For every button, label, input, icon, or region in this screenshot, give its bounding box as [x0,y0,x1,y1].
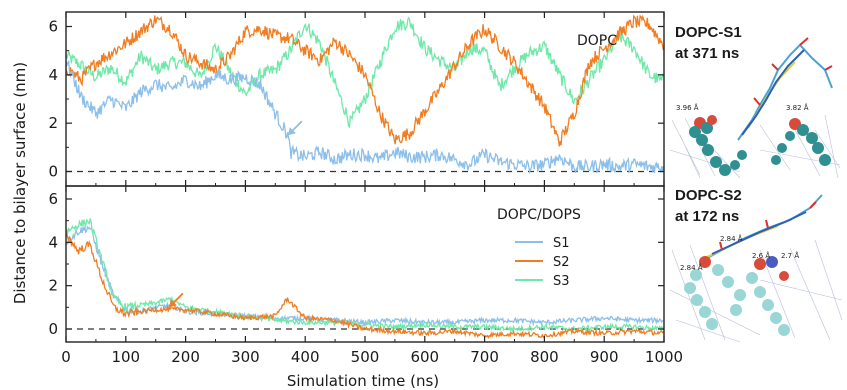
y-tick-label: 0 [48,320,58,338]
snapshot-dopc-s2: DOPC-S2 at 172 ns 2.84 Å 2.6 Å 2.7 Å 2.8… [668,180,843,343]
x-tick-label: 300 [231,348,260,366]
snapshot-2-distance-3: 2.7 Å [781,251,799,260]
y-tick-label: 6 [48,18,58,36]
y-tick-label: 0 [48,163,58,181]
legend-item-s2: S2 [515,255,570,270]
series-line-s3 [66,218,664,333]
x-tick-label: 100 [111,348,140,366]
membrane-background-lines [669,114,841,179]
y-tick-label: 6 [48,190,58,208]
snapshot-2-title-line1: DOPC-S2 [675,187,742,204]
snapshot-2-distance-1: 2.84 Å [720,234,743,243]
x-tick-label: 1000 [645,348,683,366]
y-tick-label: 2 [48,114,58,132]
x-tick-label: 800 [530,348,559,366]
x-tick-label: 500 [351,348,380,366]
y-axis-title: Distance to bilayer surface (nm) [11,62,29,304]
lipid-spheres [684,256,790,336]
snapshot-2-title-line2: at 172 ns [675,208,739,225]
legend: S1 S2 S3 [515,236,570,289]
legend-label: S2 [553,255,570,270]
x-tick-label: 900 [590,348,619,366]
peptide-stick-model [699,194,823,263]
series-line-s3 [66,16,664,129]
panel-dopc: 0 2 4 6 [48,11,665,187]
legend-label: S3 [553,274,570,289]
x-tick-label: 200 [171,348,200,366]
y-tick-label: 2 [48,277,58,295]
panel-dopc-dops: 0 2 4 6 [48,185,665,343]
snapshot-dopc-s1: DOPC-S1 at 371 ns 3.96 Å 3.82 Å [668,14,842,179]
snapshot-1-distance-1: 3.96 Å [676,103,699,112]
legend-label: S1 [553,236,570,251]
legend-item-s3: S3 [515,274,570,289]
annotation-arrow [287,120,303,136]
panel-label-dopc: DOPC [577,33,617,49]
membrane-background-lines [669,239,843,343]
x-tick-label: 700 [470,348,499,366]
x-tick-label: 600 [410,348,439,366]
y-tick-label: 4 [48,66,58,84]
series-line-s1 [66,60,664,175]
series-line-s1 [66,224,664,328]
panel-label-dopc-dops: DOPC/DOPS [497,207,581,223]
x-tick-label: 0 [61,348,71,366]
snapshot-2-distance-4: 2.84 Å [680,263,703,272]
plot-area: 0 2 4 6 0 2 4 6 0 100 200 300 400 500 600 700 800 900 1000 [48,11,683,366]
peptide-stick-model [737,37,833,141]
lipid-spheres [689,115,831,176]
x-tick-label: 400 [291,348,320,366]
snapshot-1-title-line2: at 371 ns [675,45,739,62]
snapshot-2-distance-2: 2.6 Å [752,251,770,260]
snapshot-1-distance-2: 3.82 Å [786,103,809,112]
x-axis-title: Simulation time (ns) [287,372,439,390]
snapshot-1-title-line1: DOPC-S1 [675,24,742,41]
series-line-s2 [66,14,664,147]
y-tick-label: 4 [48,233,58,251]
annotation-arrow [168,292,184,308]
series-line-s2 [66,232,664,339]
legend-item-s1: S1 [515,236,570,251]
